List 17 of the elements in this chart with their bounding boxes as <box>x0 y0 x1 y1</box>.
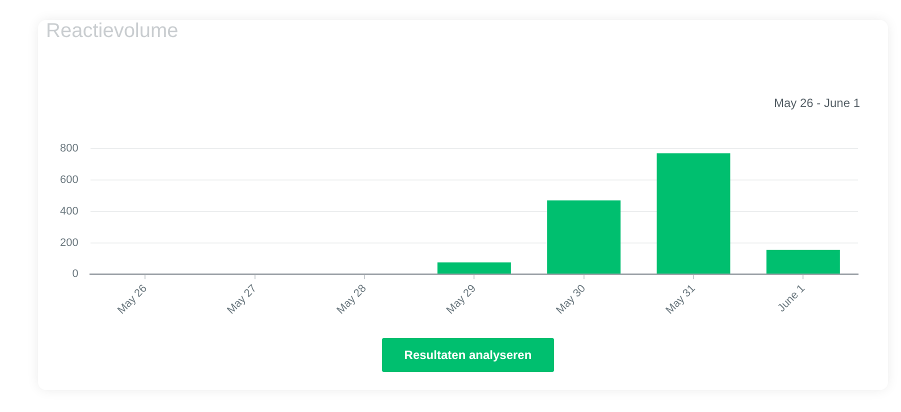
x-tick-label: May 31 <box>664 282 698 317</box>
x-tick-label: May 29 <box>444 282 478 317</box>
x-tick-label: May 28 <box>334 282 369 317</box>
y-tick-label: 200 <box>60 236 78 249</box>
y-tick-label: 800 <box>60 142 78 155</box>
x-tick-label: May 26 <box>115 282 150 317</box>
y-tick-label: 600 <box>60 174 78 186</box>
bar <box>766 250 840 274</box>
x-tick-label: May 30 <box>554 282 588 317</box>
y-tick-label: 0 <box>72 268 78 280</box>
text: Resultaten analyseren <box>382 338 554 372</box>
chart-subtitle: May 26 - June 1 <box>774 96 860 110</box>
y-tick-label: 400 <box>60 205 78 218</box>
x-tick-label: May 27 <box>225 282 260 317</box>
bar <box>656 153 730 274</box>
bar <box>437 262 511 274</box>
bar <box>547 200 621 274</box>
